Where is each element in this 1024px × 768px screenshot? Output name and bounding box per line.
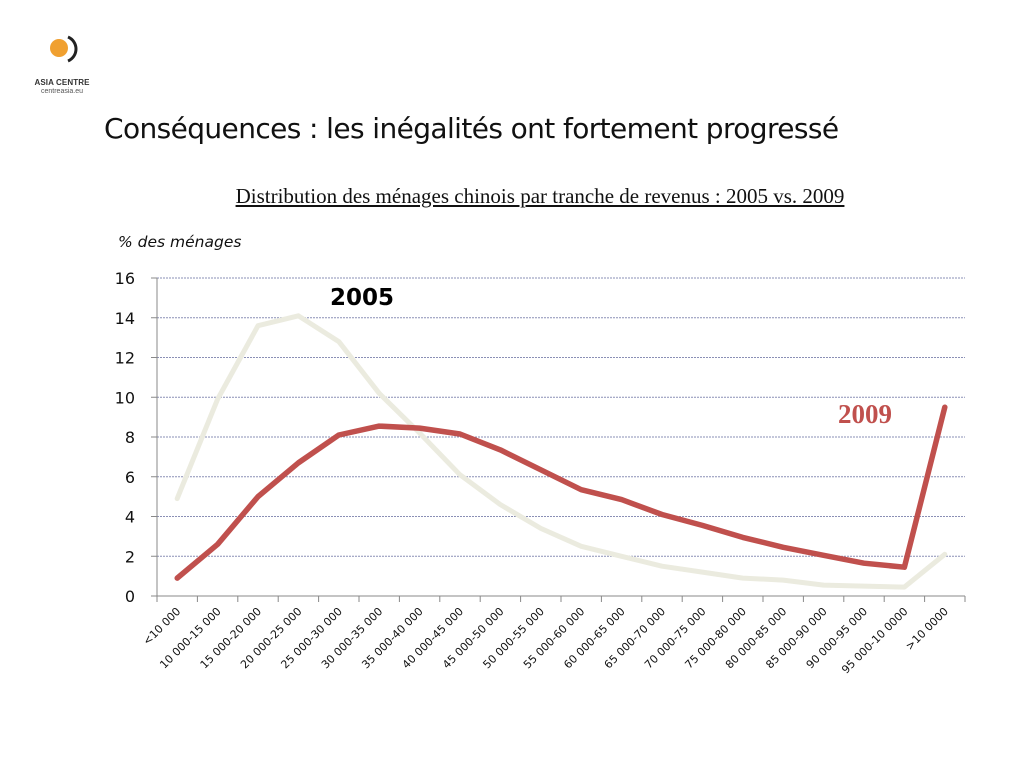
y-tick-label-5: 10	[115, 388, 135, 407]
y-tick-label-6: 12	[115, 349, 135, 368]
logo-arc	[67, 35, 78, 63]
asia-centre-logo: ASIA CENTRE centreasia.eu	[22, 34, 102, 98]
y-tick-label-8: 16	[115, 269, 135, 288]
series-line-2005	[174, 313, 948, 590]
x-tick-label-19: >10 0000	[903, 605, 951, 653]
slide-title: Conséquences : les inégalités ont fortem…	[104, 112, 839, 145]
series-line-2009	[174, 404, 948, 581]
y-tick-label-4: 8	[125, 428, 135, 447]
y-tick-label-3: 6	[125, 468, 135, 487]
y-tick-label-0: 0	[125, 587, 135, 606]
sun-logo-icon	[50, 35, 78, 63]
series-lines	[174, 313, 948, 590]
logo-url: centreasia.eu	[40, 88, 84, 95]
logo-sun	[50, 39, 68, 57]
series-label-2005: 2005	[330, 285, 394, 311]
y-axis-ticks: 0 2 4 6 8 10 12 14 16	[115, 269, 157, 606]
chart-title: Distribution des ménages chinois par tra…	[235, 184, 845, 208]
y-tick-label-2: 4	[125, 508, 135, 527]
series-label-2009: 2009	[838, 399, 892, 429]
logo-name: ASIA CENTRE	[34, 78, 90, 87]
y-tick-label-7: 14	[115, 309, 135, 328]
y-tick-label-1: 2	[125, 547, 135, 566]
y-axis-label: % des ménages	[118, 233, 242, 251]
